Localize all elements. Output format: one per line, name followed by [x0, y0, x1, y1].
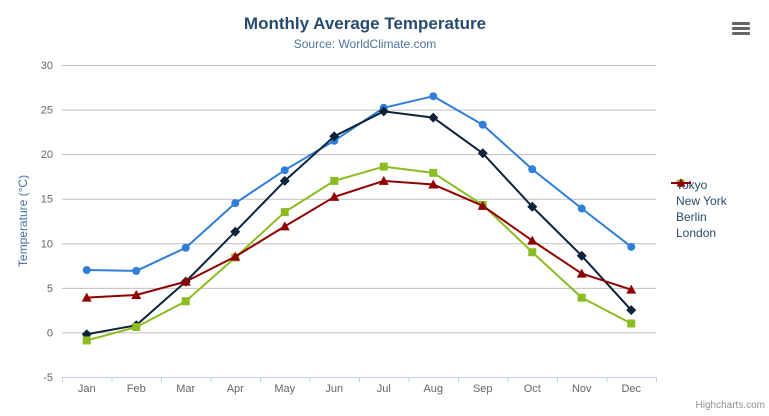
series-new-york[interactable]	[81, 106, 637, 340]
x-axis-label: Dec	[621, 383, 641, 395]
legend-item-london[interactable]: London	[671, 178, 727, 241]
legend-item-label: Berlin	[676, 210, 707, 224]
legend-symbol-triangle-icon	[671, 178, 691, 187]
data-point-marker[interactable]	[279, 175, 290, 186]
data-point-marker[interactable]	[379, 162, 388, 171]
series-line[interactable]	[85, 95, 633, 272]
y-axis-label: 5	[47, 283, 53, 295]
series-group	[81, 92, 637, 345]
data-point-marker[interactable]	[477, 148, 488, 159]
data-point-marker[interactable]	[82, 266, 91, 275]
data-point-marker[interactable]	[577, 204, 586, 213]
y-axis-label: 0	[47, 327, 53, 339]
data-point-marker[interactable]	[131, 289, 142, 299]
hamburger-icon	[732, 27, 750, 30]
data-point-marker[interactable]	[527, 235, 538, 245]
y-axis-label: 20	[41, 149, 53, 161]
data-point-marker[interactable]	[329, 131, 340, 142]
axis-labels: -5 0 5 10 15 20 25 30 Jan Feb Mar Apr May Jun Jul Aug Se…	[41, 60, 642, 395]
legend-item-label: London	[676, 226, 717, 240]
data-point-marker[interactable]	[81, 292, 92, 302]
data-point-marker[interactable]	[378, 106, 389, 117]
data-point-marker[interactable]	[329, 191, 340, 201]
legend-item-label: New York	[676, 194, 727, 208]
legend-item-new-york[interactable]: New York	[671, 178, 727, 209]
y-axis-label: 10	[41, 238, 53, 250]
x-axis-label: Jul	[377, 383, 391, 395]
data-point-marker[interactable]	[428, 179, 439, 189]
data-point-marker[interactable]	[626, 284, 637, 294]
x-axis-label: Apr	[227, 383, 244, 395]
data-point-marker[interactable]	[82, 336, 91, 345]
y-axis-label: 30	[41, 60, 53, 72]
data-point-marker[interactable]	[477, 200, 488, 210]
data-point-marker[interactable]	[576, 268, 587, 278]
series-line[interactable]	[85, 165, 633, 342]
x-axis-label: Sep	[473, 383, 493, 395]
data-point-marker[interactable]	[428, 112, 439, 123]
hamburger-icon	[732, 32, 750, 35]
data-point-marker[interactable]	[528, 165, 537, 174]
y-axis-title: Temperature (°C)	[16, 175, 30, 267]
legend: Tokyo New York Berlin London	[671, 177, 727, 241]
x-axis-label: May	[274, 383, 295, 395]
data-point-marker[interactable]	[181, 243, 190, 252]
x-axis-label: Nov	[572, 383, 592, 395]
data-point-marker[interactable]	[230, 251, 241, 261]
y-axis-label: -5	[43, 372, 53, 384]
x-axis-label: Mar	[176, 383, 195, 395]
data-point-marker[interactable]	[577, 293, 586, 302]
data-point-marker[interactable]	[132, 323, 141, 332]
data-point-marker[interactable]	[627, 242, 636, 251]
data-point-marker[interactable]	[132, 266, 141, 275]
data-point-marker[interactable]	[280, 166, 289, 175]
data-point-marker[interactable]	[627, 319, 636, 328]
data-point-marker[interactable]	[231, 199, 240, 208]
series-tokyo[interactable]	[82, 92, 636, 275]
chart-subtitle: Source: WorldClimate.com	[293, 37, 437, 51]
data-point-marker[interactable]	[576, 250, 587, 261]
series-line[interactable]	[85, 110, 633, 336]
axes	[62, 377, 657, 382]
x-axis-label: Oct	[524, 383, 541, 395]
data-point-marker[interactable]	[180, 276, 191, 286]
hamburger-icon	[732, 22, 750, 25]
data-point-marker[interactable]	[279, 221, 290, 231]
chart-title: Monthly Average Temperature	[243, 14, 487, 33]
x-axis-label: Feb	[127, 383, 146, 395]
x-axis-label: Jun	[325, 383, 343, 395]
data-point-marker[interactable]	[181, 297, 190, 306]
y-axis-label: 15	[41, 194, 53, 206]
context-menu-button[interactable]	[731, 19, 753, 37]
data-point-marker[interactable]	[527, 201, 538, 212]
x-axis-label: Aug	[423, 383, 443, 395]
data-point-marker[interactable]	[478, 120, 487, 129]
data-point-marker[interactable]	[330, 176, 339, 185]
legend-item-berlin[interactable]: Berlin	[671, 179, 727, 225]
data-point-marker[interactable]	[230, 226, 241, 237]
series-london[interactable]	[81, 175, 637, 302]
y-axis-label: 25	[41, 105, 53, 117]
data-point-marker[interactable]	[528, 248, 537, 257]
data-point-marker[interactable]	[280, 208, 289, 217]
data-point-marker[interactable]	[676, 178, 686, 187]
data-point-marker[interactable]	[429, 168, 438, 177]
x-axis-label: Jan	[78, 383, 96, 395]
data-point-marker[interactable]	[378, 175, 389, 185]
gridlines	[62, 65, 656, 378]
data-point-marker[interactable]	[626, 305, 637, 316]
series-line[interactable]	[85, 179, 633, 299]
credits-link[interactable]: Highcharts.com	[695, 400, 765, 411]
data-point-marker[interactable]	[429, 92, 438, 101]
